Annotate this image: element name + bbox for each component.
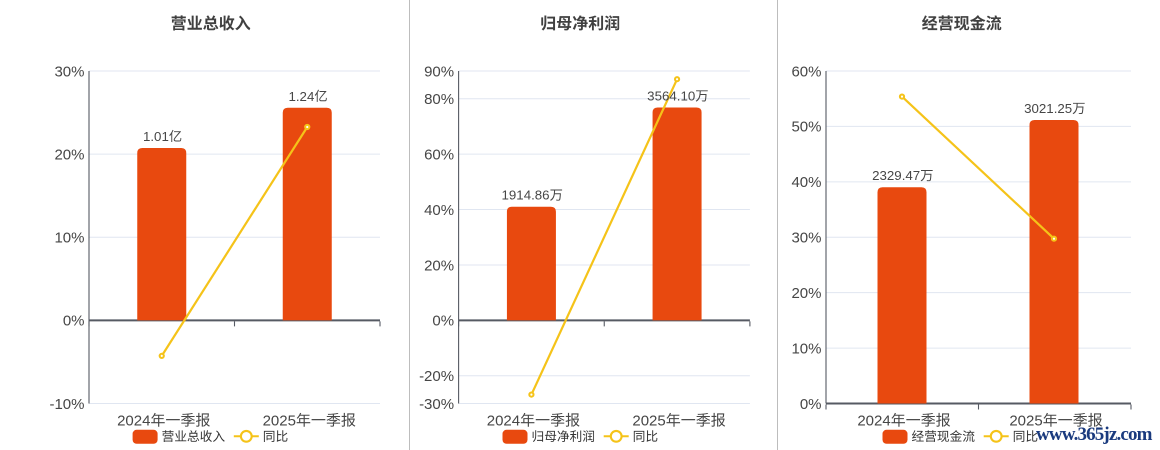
svg-text:1.01: 1.01 [143,129,169,144]
svg-text:0%: 0% [800,396,822,413]
svg-text:-20%: -20% [419,368,454,385]
svg-text:20%: 20% [791,285,821,302]
svg-text:2024: 2024 [857,413,890,430]
svg-text:60%: 60% [424,146,454,163]
svg-text:50%: 50% [791,119,821,136]
svg-text:40%: 40% [424,202,454,219]
svg-text:60%: 60% [791,63,821,80]
svg-text:3564.10: 3564.10 [647,89,695,104]
svg-text:2025: 2025 [1009,413,1042,430]
svg-text:2329.47: 2329.47 [872,168,920,183]
svg-text:2025: 2025 [263,413,296,430]
svg-text:1914.86: 1914.86 [502,188,550,203]
svg-text:80%: 80% [424,91,454,108]
svg-text:0%: 0% [432,313,454,330]
svg-text:3021.25: 3021.25 [1024,101,1072,116]
svg-text:-10%: -10% [49,396,84,413]
svg-text:-30%: -30% [419,396,454,413]
svg-text:30%: 30% [791,230,821,247]
svg-text:2024: 2024 [487,413,520,430]
svg-text:20%: 20% [54,146,84,163]
svg-text:2025: 2025 [632,413,665,430]
svg-text:0%: 0% [63,313,85,330]
svg-text:2024: 2024 [117,413,150,430]
svg-text:90%: 90% [424,63,454,80]
svg-text:20%: 20% [424,257,454,274]
svg-text:10%: 10% [791,340,821,357]
svg-text:30%: 30% [54,63,84,80]
svg-text:10%: 10% [54,230,84,247]
svg-text:40%: 40% [791,174,821,191]
svg-text:www.365jz.com: www.365jz.com [1036,424,1153,445]
svg-text:1.24: 1.24 [288,89,314,104]
